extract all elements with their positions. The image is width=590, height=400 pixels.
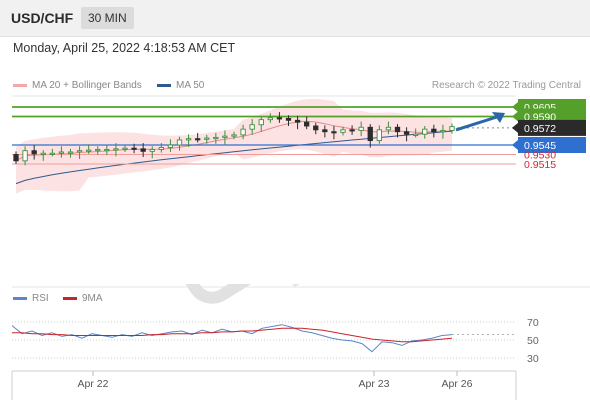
candle-body — [40, 152, 46, 155]
candle-body — [349, 129, 355, 132]
time-axis: Apr 22 Apr 23 Apr 26 — [11, 370, 517, 400]
candle-body — [313, 125, 319, 131]
level-label-0.9590-pointer — [512, 111, 518, 122]
candle-body — [104, 148, 110, 152]
level-label-0.9572-bg — [518, 119, 586, 136]
candle-body — [331, 131, 337, 134]
time-tick-label: Apr 22 — [78, 378, 109, 390]
candle-body — [304, 121, 310, 127]
rsi-tick-label: 30 — [527, 353, 539, 365]
candle-body — [167, 144, 174, 148]
rsi-ma-line — [12, 327, 453, 343]
level-label-0.9545: 0.9545 — [524, 140, 556, 152]
level-label-0.9605-pointer — [512, 102, 518, 112]
legend-rsima-swatch — [63, 296, 77, 300]
candle-body — [294, 119, 301, 123]
candle-body — [322, 129, 328, 133]
candle-body — [376, 129, 382, 142]
projection-arrow-shaft — [455, 114, 501, 132]
candle-body — [195, 138, 201, 141]
candle-body — [367, 126, 373, 142]
time-tick-label: Apr 26 — [442, 378, 473, 390]
legend-ma50: MA 50 — [157, 80, 204, 91]
projection-arrow-head — [492, 112, 505, 123]
legend-bb: MA 20 + Bollinger Bands — [13, 80, 142, 91]
price-plot-area — [12, 96, 516, 284]
candle-body — [76, 150, 83, 153]
legend-ma50-label: MA 50 — [176, 80, 205, 91]
rsi-line — [11, 324, 453, 353]
candle-body — [222, 135, 228, 138]
time-tick-label: Apr 23 — [359, 378, 390, 390]
candle-body — [86, 149, 92, 152]
candle-body — [403, 131, 410, 135]
legend-rsi-swatch — [13, 296, 27, 300]
candle-body — [95, 148, 101, 152]
candle-body — [440, 129, 446, 133]
candle-body — [213, 136, 219, 140]
candle-body — [249, 124, 255, 130]
candle-body — [122, 147, 128, 150]
rsi-tick-label: 50 — [527, 335, 539, 347]
candle-body — [22, 150, 28, 162]
legend-rsi: RSI — [13, 293, 49, 304]
credit-text: Research © 2022 Trading Central — [431, 80, 581, 91]
candle-body — [231, 134, 237, 137]
candle-body — [358, 126, 364, 131]
candle-body — [31, 150, 37, 155]
candle-body — [449, 126, 455, 131]
legend-rsi-label: RSI — [32, 293, 49, 304]
candle-body — [185, 138, 192, 141]
legend-bb-label: MA 20 + Bollinger Bands — [32, 80, 142, 91]
candle-body — [113, 148, 119, 151]
candle-body — [158, 147, 164, 150]
level-label-0.9572: 0.9572 — [524, 123, 556, 135]
candle-body — [385, 126, 392, 131]
candle-body — [413, 133, 419, 136]
datetime-label: Monday, April 25, 2022 4:18:53 AM CET — [13, 41, 236, 55]
candle-body — [13, 154, 19, 162]
candle-body — [422, 128, 428, 135]
symbol-title: USD/CHF — [11, 10, 74, 26]
rsi-panel: 70 50 30 — [11, 286, 590, 365]
header-bar: USD/CHF 30 MIN — [0, 0, 590, 37]
legend-rsima: 9MA — [63, 293, 103, 304]
candle-body — [240, 128, 246, 136]
candle-body — [394, 126, 401, 133]
legend-rsima-label: 9MA — [82, 293, 103, 304]
level-label-0.9545-bg — [518, 136, 586, 153]
level-label-0.9545-pointer — [512, 139, 518, 150]
candle-body — [67, 151, 74, 154]
level-label-0.9530: 0.9530 — [524, 149, 556, 161]
candle-body — [140, 148, 146, 152]
bollinger-band — [16, 98, 452, 194]
candle-body — [58, 151, 65, 154]
candle-body — [267, 117, 273, 121]
level-label-0.9515: 0.9515 — [524, 159, 556, 171]
rsi-tick-label: 70 — [527, 317, 539, 329]
candle-body — [285, 117, 292, 121]
candle-body — [276, 117, 283, 120]
candle-body — [131, 147, 137, 150]
candle-body — [49, 152, 55, 155]
candle-body — [176, 139, 183, 146]
candle-body — [149, 148, 155, 152]
legend-ma50-swatch — [157, 83, 171, 87]
candle-body — [340, 129, 346, 133]
level-label-0.9572-pointer — [512, 122, 518, 133]
candle-body — [258, 119, 264, 126]
legend-bb-swatch — [13, 83, 27, 87]
candle-body — [204, 137, 210, 140]
timeframe-tab[interactable]: 30 MIN — [81, 7, 134, 29]
candle-body — [431, 128, 437, 133]
